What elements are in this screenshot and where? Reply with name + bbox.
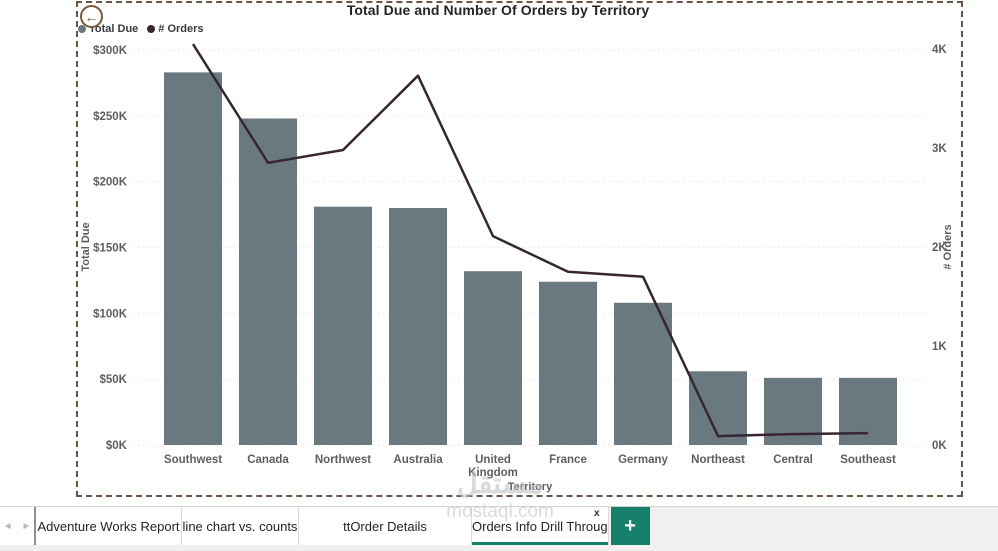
left-axis-tick: $250K — [93, 111, 128, 123]
back-arrow-icon: ← — [84, 8, 99, 25]
bar-germany[interactable] — [614, 302, 672, 445]
tab-label: Orders Info Drill Throug — [472, 518, 608, 534]
legend-label: # Orders — [158, 23, 204, 35]
visual-selection-frame — [76, 1, 963, 497]
bar-australia[interactable] — [389, 208, 447, 445]
x-axis-label: France — [549, 454, 587, 466]
chart-title: Total Due and Number Of Orders by Territ… — [346, 2, 650, 18]
left-axis-tick: $300K — [93, 45, 128, 57]
tab-close-icon[interactable]: x — [594, 508, 600, 519]
tab-label: ttOrder Details — [343, 518, 427, 534]
right-axis-tick: 3K — [932, 143, 947, 155]
x-axis-label: Australia — [393, 454, 443, 466]
left-axis-tick: $50K — [100, 374, 128, 386]
tab-ttorder-details[interactable]: ttOrder Details — [299, 507, 472, 545]
tab-label: line chart vs. counts — [182, 518, 298, 534]
left-axis-tick: $100K — [93, 308, 128, 320]
bar-southeast[interactable] — [839, 377, 897, 445]
tabs-row: ◄ ► Adventure Works Report line chart vs.… — [0, 507, 650, 545]
left-axis-tick: $150K — [93, 243, 128, 255]
tab-line-chart-vs-counts[interactable]: line chart vs. counts — [182, 507, 299, 545]
page-tab-bar: ◄ ► Adventure Works Report line chart vs.… — [0, 506, 998, 551]
bar-southwest[interactable] — [164, 72, 222, 445]
x-axis-label: Northwest — [315, 454, 371, 466]
tab-orders-info-drill-throug[interactable]: Orders Info Drill Throug x — [472, 507, 609, 545]
right-axis-title: # Orders — [942, 224, 954, 269]
left-axis-tick: $200K — [93, 177, 128, 189]
right-axis-tick: 4K — [932, 44, 947, 56]
x-axis-label: Canada — [247, 454, 289, 466]
legend-label: Total Due — [89, 23, 139, 35]
tab-adventure-works-report[interactable]: Adventure Works Report — [36, 507, 182, 545]
left-axis-title: Total Due — [80, 222, 92, 271]
combo-chart: $0K $50K $100K $150K $200K $250K $300K 0K 1K 2K 3K… — [80, 43, 954, 493]
bar-canada[interactable] — [239, 118, 297, 445]
orders-line[interactable] — [191, 43, 869, 438]
x-axis-label: Southeast — [840, 454, 896, 466]
legend-dot-icon — [78, 25, 86, 33]
legend-item[interactable]: Total Due — [78, 23, 138, 35]
x-axis-label: Central — [773, 454, 813, 466]
x-axis-label: Northeast — [691, 454, 745, 466]
prev-page-arrow-icon[interactable]: ◄ — [2, 520, 13, 532]
x-axis-label: Germany — [618, 454, 668, 466]
bar-northeast[interactable] — [689, 371, 747, 445]
bar-united-kingdom[interactable] — [464, 271, 522, 445]
x-axis-label: Southwest — [164, 454, 222, 466]
legend-item[interactable]: # Orders — [147, 23, 204, 35]
tab-nav-arrows: ◄ ► — [0, 507, 36, 545]
chart-legend: Total Due # Orders — [78, 23, 204, 35]
bar-france[interactable] — [539, 281, 597, 445]
left-axis-tick: $0K — [106, 440, 128, 452]
x-axis-title: Territory — [508, 481, 553, 493]
bar-northwest[interactable] — [314, 206, 372, 445]
next-page-arrow-icon[interactable]: ► — [21, 520, 32, 532]
add-page-button[interactable]: + — [610, 507, 650, 545]
legend-dot-icon — [147, 25, 156, 33]
tab-label: Adventure Works Report — [37, 518, 180, 534]
right-axis-tick: 2K — [932, 242, 947, 254]
drillthrough-back-button[interactable]: ← — [80, 5, 103, 28]
right-axis-tick: 0K — [932, 440, 947, 452]
right-axis-tick: 1K — [932, 341, 947, 353]
x-axis-label: United Kingdom — [468, 454, 518, 479]
